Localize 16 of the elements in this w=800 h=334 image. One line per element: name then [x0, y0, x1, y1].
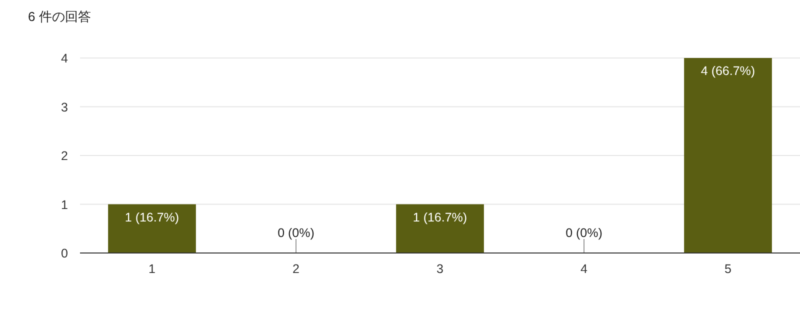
y-tick-label: 1 — [61, 198, 68, 212]
x-tick-label: 4 — [580, 262, 588, 276]
x-tick-label: 1 — [148, 262, 156, 276]
y-tick-label: 3 — [61, 100, 68, 114]
x-tick-label: 2 — [292, 262, 300, 276]
data-label: 0 (0%) — [566, 226, 602, 240]
data-label: 0 (0%) — [278, 226, 314, 240]
chart-title: 6 件の回答 — [28, 9, 91, 24]
y-tick-label: 0 — [61, 246, 68, 260]
x-tick-label: 5 — [724, 262, 732, 276]
x-tick-label: 3 — [436, 262, 444, 276]
y-tick-label: 4 — [61, 52, 68, 66]
data-label: 4 (66.7%) — [700, 64, 756, 78]
y-tick-label: 2 — [61, 149, 68, 163]
data-label: 1 (16.7%) — [412, 210, 468, 224]
data-label: 1 (16.7%) — [124, 210, 180, 224]
